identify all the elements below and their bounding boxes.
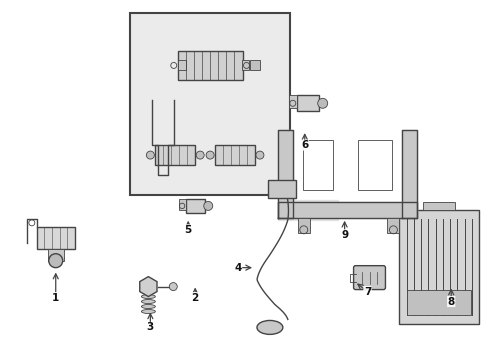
- Circle shape: [256, 151, 264, 159]
- Text: 6: 6: [301, 140, 308, 150]
- Ellipse shape: [257, 320, 283, 334]
- Bar: [178, 199, 186, 210]
- Bar: [178, 60, 186, 71]
- Text: 9: 9: [341, 230, 348, 240]
- Text: 2: 2: [192, 293, 199, 302]
- Bar: [130, 13, 290, 195]
- Bar: [388, 218, 399, 233]
- Bar: [297, 95, 318, 111]
- Ellipse shape: [142, 310, 155, 314]
- Polygon shape: [278, 200, 338, 220]
- Circle shape: [318, 98, 328, 108]
- Text: 1: 1: [52, 293, 59, 302]
- Circle shape: [147, 151, 154, 159]
- Polygon shape: [278, 202, 417, 218]
- Bar: [358, 140, 392, 190]
- Ellipse shape: [142, 305, 155, 309]
- Ellipse shape: [142, 294, 155, 298]
- Bar: [37, 227, 74, 249]
- Polygon shape: [278, 130, 293, 218]
- Bar: [155, 145, 195, 165]
- Bar: [178, 50, 243, 80]
- Bar: [399, 210, 479, 324]
- Circle shape: [49, 254, 63, 268]
- Ellipse shape: [142, 289, 155, 293]
- Circle shape: [196, 151, 204, 159]
- FancyBboxPatch shape: [354, 266, 386, 289]
- Bar: [48, 249, 64, 261]
- Text: 4: 4: [234, 263, 242, 273]
- Ellipse shape: [142, 300, 155, 303]
- Bar: [186, 199, 205, 213]
- Bar: [215, 145, 255, 165]
- Polygon shape: [402, 130, 417, 218]
- Polygon shape: [140, 276, 157, 297]
- Bar: [289, 95, 297, 108]
- Text: 8: 8: [447, 297, 455, 306]
- Bar: [423, 202, 455, 210]
- Circle shape: [169, 283, 177, 291]
- Text: 7: 7: [364, 287, 371, 297]
- Circle shape: [206, 151, 214, 159]
- Bar: [242, 60, 249, 71]
- Bar: [298, 218, 310, 233]
- Text: 5: 5: [185, 225, 192, 235]
- Bar: [407, 290, 471, 315]
- Text: 3: 3: [147, 323, 154, 332]
- Bar: [250, 60, 261, 71]
- Circle shape: [204, 201, 213, 210]
- Bar: [303, 140, 333, 190]
- Bar: [268, 180, 296, 198]
